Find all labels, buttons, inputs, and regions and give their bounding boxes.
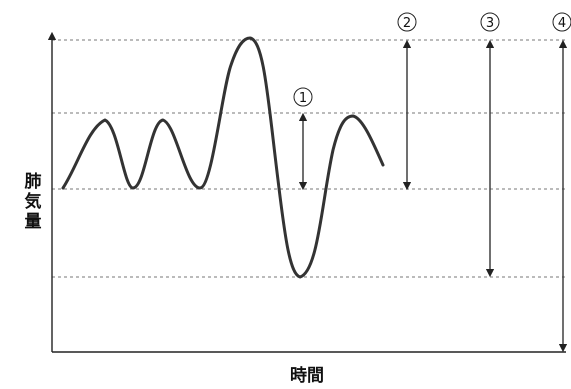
y-axis-label-char-1: 肺 <box>25 172 42 192</box>
marker-3-label: 3 <box>486 16 494 31</box>
marker-2-label: 2 <box>403 16 411 31</box>
marker-3: 3 <box>480 12 500 32</box>
marker-4: 4 <box>552 12 571 32</box>
y-axis-label-char-3: 量 <box>25 211 42 232</box>
marker-1-label: 1 <box>299 91 307 106</box>
x-axis-label: 時間 <box>290 365 324 386</box>
marker-4-label: 4 <box>558 16 566 31</box>
lung-volume-curve <box>61 36 385 279</box>
marker-1: 1 <box>293 87 313 107</box>
marker-2: 2 <box>397 12 417 32</box>
y-axis-label-char-2: 気 <box>24 191 42 212</box>
